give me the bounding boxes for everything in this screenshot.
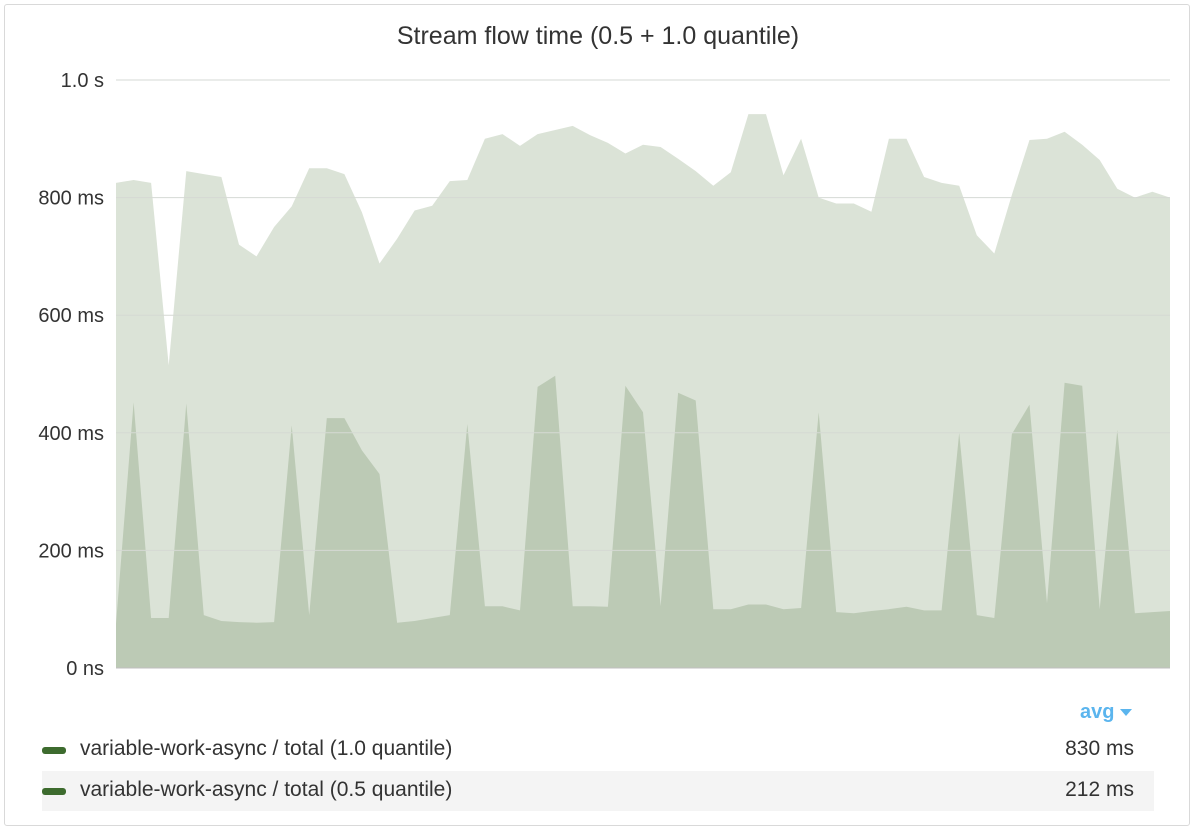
caret-down-icon [1120, 709, 1133, 717]
legend-value: 212 ms [1065, 778, 1134, 801]
y-tick-label: 600 ms [38, 305, 104, 327]
legend-swatch [42, 788, 66, 795]
legend-item-max[interactable]: variable-work-async / total (1.0 quantil… [42, 730, 1154, 770]
y-tick-label: 800 ms [38, 188, 104, 210]
aggregation-label: avg [1080, 701, 1115, 723]
legend-value: 830 ms [1065, 737, 1134, 760]
series-area-median [116, 375, 1170, 668]
legend-item-median[interactable]: variable-work-async / total (0.5 quantil… [42, 771, 1154, 811]
legend-label: variable-work-async / total (0.5 quantil… [80, 778, 453, 801]
legend-label: variable-work-async / total (1.0 quantil… [80, 737, 453, 760]
chart-title: Stream flow time (0.5 + 1.0 quantile) [396, 22, 800, 50]
legend-swatch [42, 747, 66, 754]
chart-plot-area: 0 ns 200 ms 400 ms 600 ms 800 ms 1.0 s [38, 70, 1170, 680]
y-tick-label: 0 ns [66, 658, 104, 680]
y-tick-label: 400 ms [38, 423, 104, 445]
y-tick-label: 200 ms [38, 540, 104, 562]
y-tick-label: 1.0 s [61, 70, 104, 92]
aggregation-dropdown[interactable]: avg [1080, 701, 1133, 724]
